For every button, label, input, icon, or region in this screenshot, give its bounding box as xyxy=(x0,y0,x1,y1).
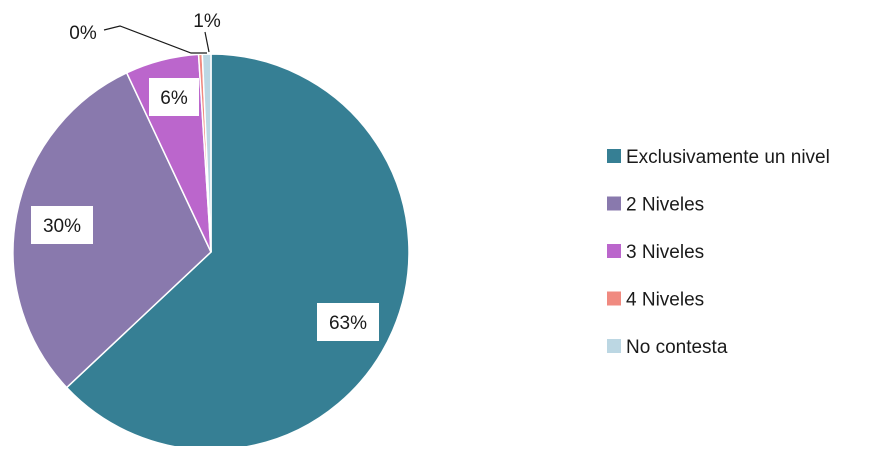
data-label-text: 1% xyxy=(193,11,221,32)
legend-label: No contesta xyxy=(626,337,728,358)
legend-item-4-niveles: 4 Niveles xyxy=(607,290,704,311)
legend-item-2-niveles: 2 Niveles xyxy=(607,195,704,216)
data-label-text: 30% xyxy=(43,216,81,237)
data-label-2-niveles: 30% xyxy=(31,206,93,244)
legend-label: Exclusivamente un nivel xyxy=(626,147,830,168)
pie-slice-no-contesta xyxy=(201,53,212,253)
data-label-box xyxy=(149,78,199,116)
data-label-box xyxy=(31,206,93,244)
pie-slice-exclusivamente-un-nivel xyxy=(65,53,410,451)
legend-label: 2 Niveles xyxy=(626,195,704,216)
legend: Exclusivamente un nivel 2 Niveles 3 Nivele… xyxy=(607,147,830,358)
legend-item-no-contesta: No contesta xyxy=(607,337,728,358)
data-label-no-contesta: 1% xyxy=(193,11,221,32)
data-label-3-niveles: 6% xyxy=(149,78,199,116)
pie-slices xyxy=(12,53,410,451)
legend-swatch xyxy=(607,149,621,163)
legend-swatch xyxy=(607,244,621,258)
legend-label: 4 Niveles xyxy=(626,290,704,311)
data-label-text: 6% xyxy=(160,88,188,109)
legend-item-exclusivamente-un-nivel: Exclusivamente un nivel xyxy=(607,147,830,168)
legend-swatch xyxy=(607,339,621,353)
data-label-text: 0% xyxy=(69,23,97,44)
legend-swatch xyxy=(607,291,621,306)
leader-line-no-contesta xyxy=(204,31,210,53)
leader-line-4-niveles xyxy=(103,25,207,54)
data-label-4-niveles: 0% xyxy=(69,23,97,44)
leader-lines xyxy=(103,25,210,54)
pie-slice-2-niveles xyxy=(12,71,212,389)
data-labels: 63% 30% 6% 0% 1% xyxy=(31,11,379,341)
data-label-exclusivamente-un-nivel: 63% xyxy=(317,303,379,341)
legend-swatch xyxy=(607,196,621,211)
legend-label: 3 Niveles xyxy=(626,242,704,263)
legend-item-3-niveles: 3 Niveles xyxy=(607,242,704,263)
data-label-text: 63% xyxy=(329,313,367,334)
data-label-box xyxy=(317,303,379,341)
